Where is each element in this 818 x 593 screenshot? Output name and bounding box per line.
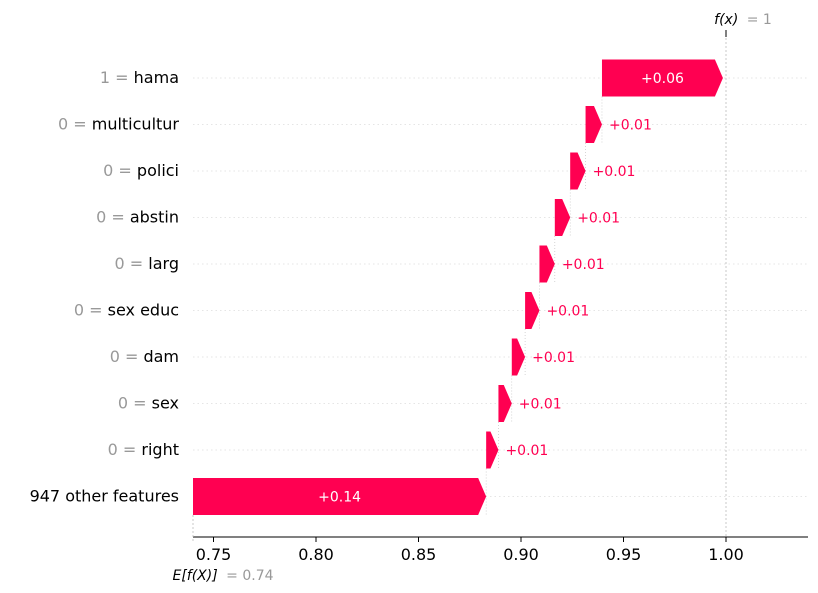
feature-value: 0 = [74,301,108,320]
bar-value-label: +0.01 [562,257,605,273]
feature-value: 0 = [96,208,130,227]
x-tick-label: 0.75 [196,545,232,564]
bar-value-label: +0.06 [641,71,684,87]
base-value-label: E[f(X)] = 0.74 [172,568,273,584]
bar-labels: +0.06 +0.01 +0.01 +0.01 +0.01 +0.01 +0.01 +0.01… [318,71,684,506]
feature-label: 0 = dam [110,347,179,366]
bar [486,431,499,469]
x-axis: 0.75 0.80 0.85 0.90 0.95 1.00 [193,536,808,564]
x-tick-label: 1.00 [708,545,744,564]
feature-name: 947 other features [30,487,179,506]
bar [539,245,555,283]
output-value: = 1 [747,12,772,28]
feature-name: right [141,440,179,459]
bar-value-label: +0.01 [593,164,636,180]
bar [498,385,512,422]
feature-label: 947 other features [30,487,179,506]
feature-label: 0 = right [108,440,179,459]
feature-value: 0 = [103,161,137,180]
bar [570,152,586,190]
feature-label: 0 = abstin [96,208,179,227]
feature-label: 0 = larg [115,254,179,273]
feature-value: 1 = [100,68,134,87]
feature-value: 0 = [115,254,149,273]
feature-label: 1 = hama [100,68,179,87]
bar [525,292,540,329]
grid-lines [193,77,808,497]
feature-name: hama [134,68,179,87]
bars [193,59,723,515]
bar-value-label: +0.01 [577,211,620,227]
feature-name: polici [137,161,179,180]
feature-label: 0 = sex educ [74,301,179,320]
bar-value-label: +0.01 [546,304,589,320]
bar-value-label: +0.14 [318,490,361,506]
bar [554,199,571,236]
feature-name: sex [152,394,179,413]
bar [601,59,723,97]
base-func: E[f(X)] [172,568,217,584]
feature-value: 0 = [118,394,152,413]
bar [511,338,526,376]
feature-name: dam [143,347,179,366]
output-func: f(x) [714,12,738,28]
x-tick-label: 0.80 [298,545,334,564]
bar [193,478,487,515]
feature-name: sex educ [108,301,179,320]
feature-value: 0 = [58,115,92,134]
feature-name: multicultur [92,115,180,134]
feature-name: larg [148,254,179,273]
bar [585,106,602,143]
feature-value: 0 = [110,347,144,366]
bar-value-label: +0.01 [519,397,562,413]
feature-value: 0 = [108,440,142,459]
feature-label: 0 = sex [118,394,179,413]
x-tick-label: 0.85 [401,545,437,564]
base-value: = 0.74 [226,568,273,584]
x-tick-label: 0.90 [503,545,539,564]
feature-name: abstin [130,208,179,227]
bar-value-label: +0.01 [609,118,652,134]
bar-value-label: +0.01 [532,350,575,366]
x-tick-label: 0.95 [606,545,642,564]
feature-label: 0 = polici [103,161,179,180]
bar-value-label: +0.01 [505,443,548,459]
output-value-label: f(x) = 1 [714,12,772,28]
feature-label: 0 = multicultur [58,115,179,134]
